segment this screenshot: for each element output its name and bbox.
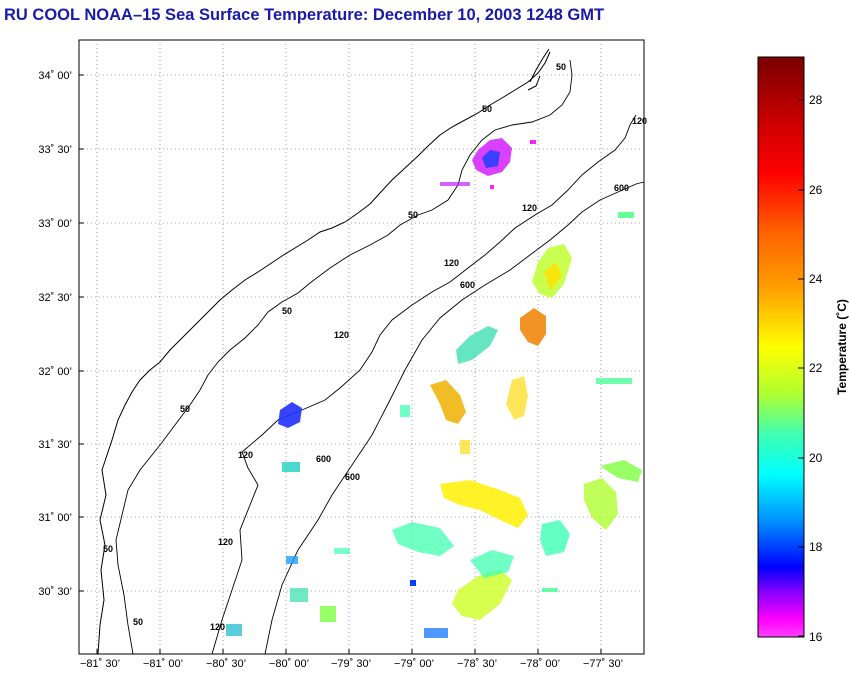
- lat-label: 34˚ 00’: [38, 70, 72, 82]
- sst-patch-yellow-north: [532, 212, 634, 298]
- colorbar-tick-label: 26: [809, 183, 823, 197]
- sst-patch-warm-orange: [520, 308, 546, 346]
- isobath-600m: [264, 181, 645, 655]
- contour-label: 120: [238, 450, 253, 460]
- contour-label: 120: [218, 537, 233, 547]
- contour-label: 120: [210, 622, 225, 632]
- sst-patch-southwest: [226, 522, 558, 638]
- colorbar-gradient: [757, 56, 805, 638]
- contour-label: 120: [632, 116, 647, 126]
- isobath-50m: [115, 59, 573, 655]
- colorbar-tick-label: 28: [809, 93, 823, 107]
- lon-label: −79˚ 30’: [331, 658, 371, 670]
- colorbar-tick-label: 22: [809, 361, 823, 375]
- sst-patch-yellow-south: [440, 460, 642, 556]
- contour-label: 50: [556, 62, 566, 72]
- lon-label: −77˚ 30’: [583, 658, 623, 670]
- lat-label: 33˚ 30’: [38, 144, 72, 156]
- contour-label: 50: [408, 210, 418, 220]
- lon-tick-labels: −81˚ 30’ −81˚ 00’ −80˚ 30’ −80˚ 00’ −79˚…: [80, 658, 623, 670]
- map-title: RU COOL NOAA–15 Sea Surface Temperature:…: [4, 6, 605, 24]
- map-frame: [78, 39, 645, 655]
- colorbar-tick-label: 24: [809, 272, 823, 286]
- colorbar-tick-label: 16: [809, 630, 823, 644]
- isobath-120m: [211, 114, 637, 655]
- lat-label: 31˚ 00’: [38, 512, 72, 524]
- contour-label: 600: [614, 183, 629, 193]
- lon-label: −80˚ 30’: [206, 658, 246, 670]
- contour-label: 50: [282, 306, 292, 316]
- lon-label: −80˚ 00’: [269, 658, 309, 670]
- lat-tick-labels: 34˚ 00’ 33˚ 30’ 33˚ 00’ 32˚ 30’ 32˚ 00’ …: [38, 70, 72, 598]
- sst-data-patches: [226, 138, 642, 638]
- contour-label: 600: [460, 280, 475, 290]
- sst-patch-cold-west: [278, 402, 302, 472]
- lat-label: 31˚ 30’: [38, 439, 72, 451]
- axis-ticks: [79, 74, 602, 654]
- lon-label: −78˚ 30’: [457, 658, 497, 670]
- contour-label: 120: [334, 330, 349, 340]
- colorbar-tick-label: 20: [809, 451, 823, 465]
- contour-label: 600: [316, 454, 331, 464]
- contour-label: 50: [482, 104, 492, 114]
- sst-patch-mid: [400, 326, 632, 454]
- lat-label: 30˚ 30’: [38, 586, 72, 598]
- contour-label: 600: [345, 472, 360, 482]
- colorbar-tick-label: 18: [809, 540, 823, 554]
- coastline: [97, 51, 551, 655]
- lon-label: −79˚ 00’: [394, 658, 434, 670]
- sst-patch-cold-north: [440, 138, 536, 189]
- lat-label: 32˚ 30’: [38, 292, 72, 304]
- lat-label: 32˚ 00’: [38, 366, 72, 378]
- lon-label: −81˚ 30’: [80, 658, 120, 670]
- lon-label: −81˚ 00’: [143, 658, 183, 670]
- lon-label: −78˚ 00’: [520, 658, 560, 670]
- colorbar-title: Temperature (˚C): [835, 299, 849, 395]
- contour-label: 120: [444, 258, 459, 268]
- contour-labels: 50 50 120 50 120 600 120 600 50 120 600 …: [103, 62, 647, 632]
- contour-label: 50: [133, 617, 143, 627]
- contour-label: 120: [522, 203, 537, 213]
- sound-inlet: [527, 48, 550, 91]
- contour-label: 50: [180, 404, 190, 414]
- colorbar: 28 26 24 22 20 18 16 Temperature (˚C): [757, 56, 849, 644]
- lat-label: 33˚ 00’: [38, 218, 72, 230]
- contour-label: 50: [103, 544, 113, 554]
- colorbar-ticks: [798, 99, 804, 637]
